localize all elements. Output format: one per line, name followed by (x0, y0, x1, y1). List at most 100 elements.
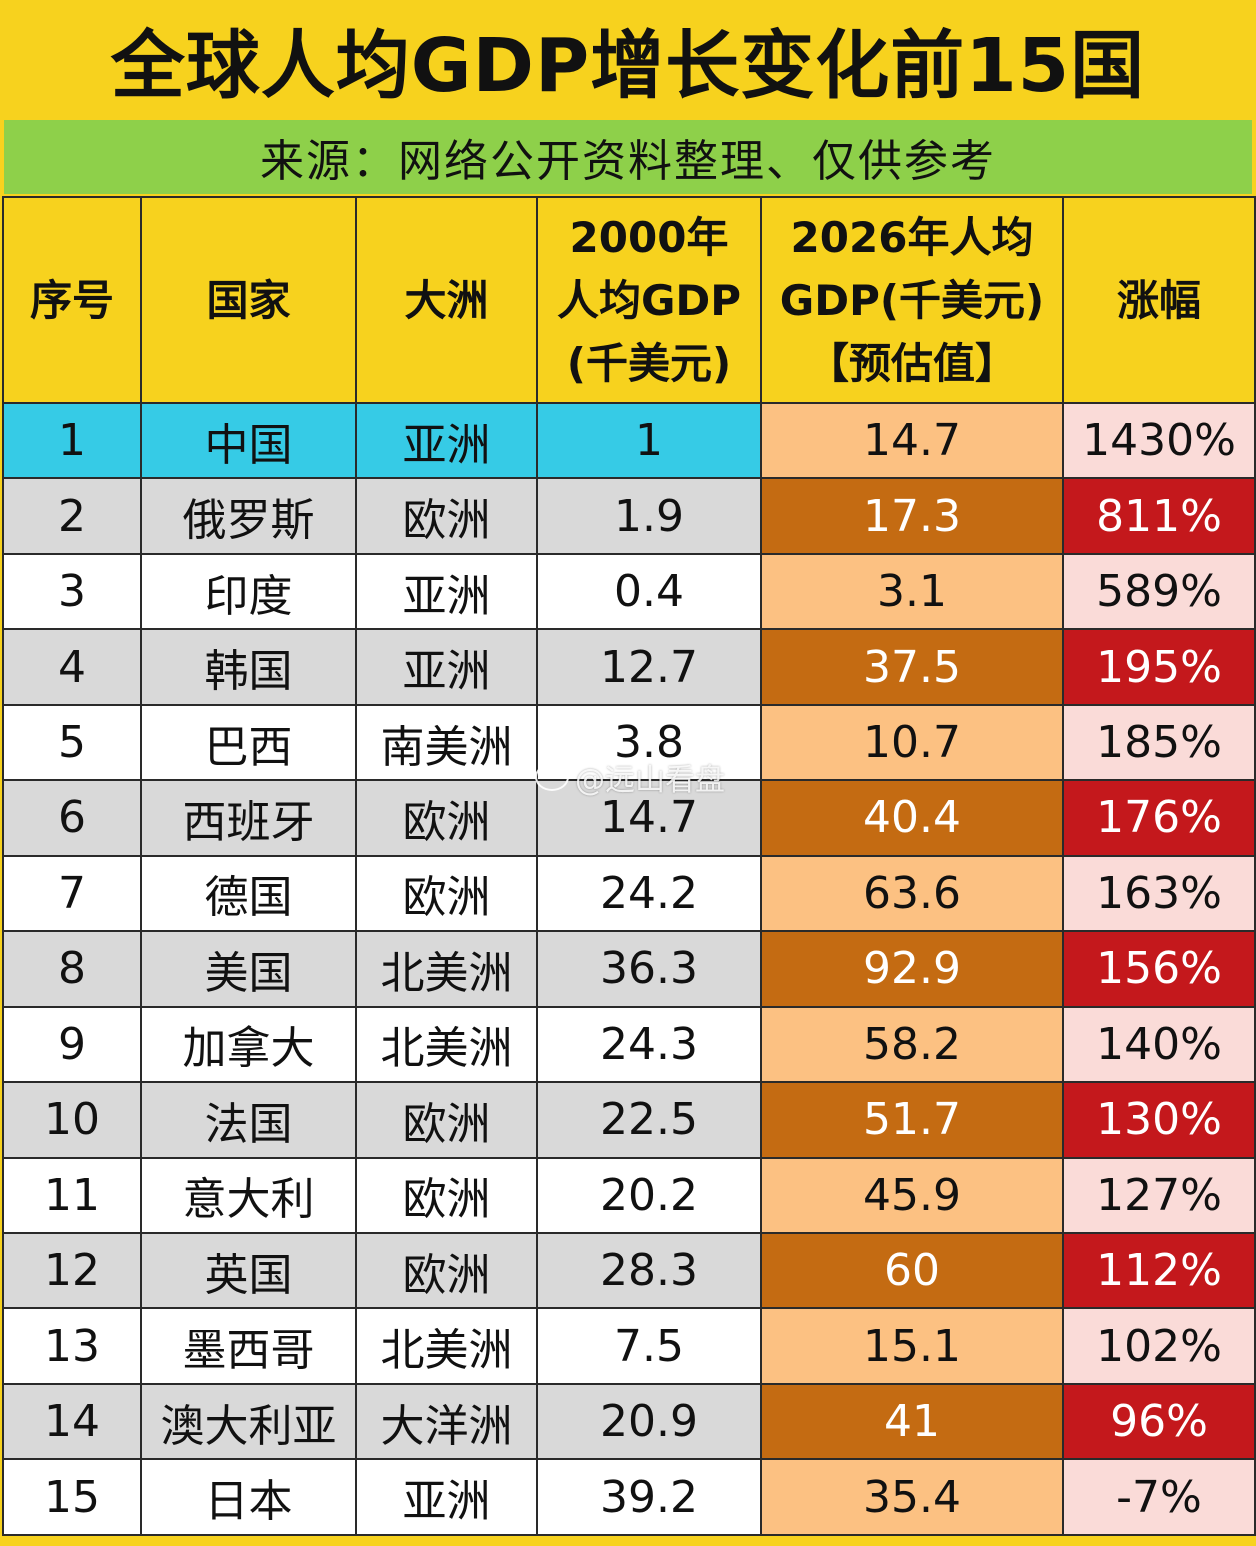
cell-country: 巴西 (140, 703, 357, 782)
cell-gdp2026: 37.5 (760, 628, 1064, 706)
cell-gdp2026: 15.1 (760, 1307, 1064, 1385)
cell-growth: 130% (1062, 1081, 1256, 1159)
cell-rank: 14 (2, 1382, 142, 1461)
cell-country: 意大利 (140, 1156, 357, 1234)
cell-country: 俄罗斯 (140, 477, 357, 555)
cell-gdp2000: 39.2 (536, 1458, 762, 1536)
header-continent: 大洲 (355, 196, 538, 404)
cell-rank: 10 (2, 1081, 142, 1159)
source-banner: 来源：网络公开资料整理、仅供参考 (4, 120, 1252, 194)
cell-country: 加拿大 (140, 1005, 357, 1084)
table-body: 1 中国 亚洲 1 14.7 1430% 2 俄罗斯 欧洲 1.9 17.3 811% 3 印度 亚洲 0.4… (2, 401, 1256, 1536)
cell-gdp2000: 20.9 (536, 1382, 762, 1461)
cell-continent: 北美洲 (355, 930, 538, 1008)
cell-gdp2000: 14.7 (536, 779, 762, 857)
cell-gdp2000: 20.2 (536, 1156, 762, 1234)
cell-gdp2000: 12.7 (536, 628, 762, 706)
cell-continent: 欧洲 (355, 1081, 538, 1159)
cell-gdp2026: 92.9 (760, 930, 1064, 1008)
cell-gdp2026: 60 (760, 1231, 1064, 1310)
header-gdp2000: 2000年 人均GDP (千美元) (536, 196, 762, 404)
cell-gdp2000: 1 (536, 401, 762, 480)
cell-rank: 12 (2, 1231, 142, 1310)
cell-country: 墨西哥 (140, 1307, 357, 1385)
cell-rank: 8 (2, 930, 142, 1008)
cell-growth: 163% (1062, 854, 1256, 933)
cell-continent: 北美洲 (355, 1307, 538, 1385)
cell-growth: 156% (1062, 930, 1256, 1008)
cell-rank: 11 (2, 1156, 142, 1234)
table-row: 6 西班牙 欧洲 14.7 40.4 176% (2, 779, 1256, 857)
cell-rank: 5 (2, 703, 142, 782)
table-row: 4 韩国 亚洲 12.7 37.5 195% (2, 628, 1256, 706)
cell-gdp2000: 22.5 (536, 1081, 762, 1159)
cell-gdp2026: 14.7 (760, 401, 1064, 480)
header-country: 国家 (140, 196, 357, 404)
cell-growth: 102% (1062, 1307, 1256, 1385)
cell-continent: 欧洲 (355, 1156, 538, 1234)
cell-growth: 589% (1062, 552, 1256, 631)
header-gdp2026-line3: 【预估值】 (806, 338, 1017, 388)
table-row: 7 德国 欧洲 24.2 63.6 163% (2, 854, 1256, 933)
cell-gdp2000: 7.5 (536, 1307, 762, 1385)
cell-gdp2026: 17.3 (760, 477, 1064, 555)
cell-rank: 15 (2, 1458, 142, 1536)
cell-continent: 大洋洲 (355, 1382, 538, 1461)
cell-country: 澳大利亚 (140, 1382, 357, 1461)
header-gdp2026: 2026年人均 GDP(千美元) 【预估值】 (760, 196, 1064, 404)
gdp-table: 序号 国家 大洲 2000年 人均GDP (千美元) 2026年人均 GDP(千… (2, 196, 1256, 1536)
cell-continent: 欧洲 (355, 854, 538, 933)
cell-continent: 南美洲 (355, 703, 538, 782)
header-gdp2000-line1: 2000年 (569, 212, 729, 262)
cell-continent: 亚洲 (355, 1458, 538, 1536)
header-row: 序号 国家 大洲 2000年 人均GDP (千美元) 2026年人均 GDP(千… (2, 196, 1256, 404)
cell-growth: 96% (1062, 1382, 1256, 1461)
weibo-logo-icon (535, 763, 569, 791)
header-growth: 涨幅 (1062, 196, 1256, 404)
cell-continent: 欧洲 (355, 477, 538, 555)
cell-rank: 1 (2, 401, 142, 480)
header-rank: 序号 (2, 196, 142, 404)
cell-continent: 亚洲 (355, 552, 538, 631)
table-row: 13 墨西哥 北美洲 7.5 15.1 102% (2, 1307, 1256, 1385)
cell-country: 美国 (140, 930, 357, 1008)
table-row: 10 法国 欧洲 22.5 51.7 130% (2, 1081, 1256, 1159)
cell-continent: 北美洲 (355, 1005, 538, 1084)
cell-rank: 4 (2, 628, 142, 706)
cell-country: 西班牙 (140, 779, 357, 857)
table-row: 12 英国 欧洲 28.3 60 112% (2, 1231, 1256, 1310)
table-row: 2 俄罗斯 欧洲 1.9 17.3 811% (2, 477, 1256, 555)
cell-gdp2000: 28.3 (536, 1231, 762, 1310)
cell-rank: 6 (2, 779, 142, 857)
cell-gdp2026: 58.2 (760, 1005, 1064, 1084)
page-title: 全球人均GDP增长变化前15国 (110, 22, 1146, 109)
table-row: 5 巴西 南美洲 3.8 10.7 185% (2, 703, 1256, 782)
cell-gdp2000: 24.2 (536, 854, 762, 933)
cell-gdp2000: 3.8 (536, 703, 762, 782)
cell-continent: 亚洲 (355, 628, 538, 706)
cell-growth: 112% (1062, 1231, 1256, 1310)
table-row: 1 中国 亚洲 1 14.7 1430% (2, 401, 1256, 480)
cell-continent: 欧洲 (355, 1231, 538, 1310)
header-gdp2026-line2: GDP(千美元) (779, 275, 1045, 325)
cell-growth: 127% (1062, 1156, 1256, 1234)
cell-continent: 亚洲 (355, 401, 538, 480)
watermark: @远山看盘 (535, 755, 725, 799)
cell-growth: 140% (1062, 1005, 1256, 1084)
cell-gdp2026: 40.4 (760, 779, 1064, 857)
header-gdp2000-line2: 人均GDP (556, 275, 742, 325)
cell-growth: 176% (1062, 779, 1256, 857)
cell-country: 英国 (140, 1231, 357, 1310)
cell-country: 法国 (140, 1081, 357, 1159)
cell-gdp2026: 45.9 (760, 1156, 1064, 1234)
cell-gdp2000: 0.4 (536, 552, 762, 631)
cell-country: 日本 (140, 1458, 357, 1536)
cell-growth: 185% (1062, 703, 1256, 782)
table-row: 9 加拿大 北美洲 24.3 58.2 140% (2, 1005, 1256, 1084)
cell-growth: 1430% (1062, 401, 1256, 480)
cell-country: 韩国 (140, 628, 357, 706)
table-row: 15 日本 亚洲 39.2 35.4 -7% (2, 1458, 1256, 1536)
cell-rank: 9 (2, 1005, 142, 1084)
cell-gdp2026: 35.4 (760, 1458, 1064, 1536)
